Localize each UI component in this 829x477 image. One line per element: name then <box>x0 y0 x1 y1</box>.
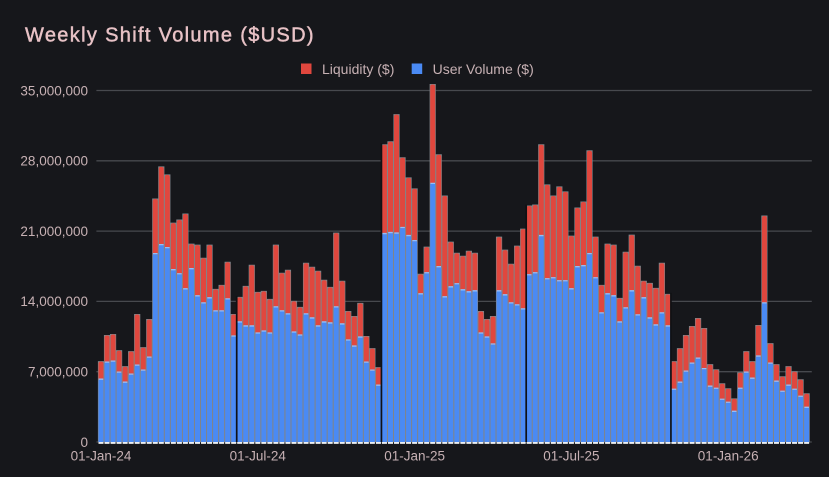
svg-text:28,000,000: 28,000,000 <box>20 154 88 169</box>
svg-text:01-Jul-25: 01-Jul-25 <box>543 449 599 464</box>
svg-text:35,000,000: 35,000,000 <box>20 83 88 98</box>
svg-text:0: 0 <box>80 435 88 450</box>
svg-text:7,000,000: 7,000,000 <box>28 365 88 380</box>
svg-text:User Volume ($): User Volume ($) <box>433 61 534 77</box>
svg-text:01-Jan-25: 01-Jan-25 <box>384 449 445 464</box>
svg-text:14,000,000: 14,000,000 <box>20 294 88 309</box>
svg-text:01-Jan-24: 01-Jan-24 <box>71 449 132 464</box>
svg-text:01-Jan-26: 01-Jan-26 <box>698 449 759 464</box>
svg-text:Liquidity ($): Liquidity ($) <box>322 61 394 77</box>
svg-text:Weekly Shift Volume ($USD): Weekly Shift Volume ($USD) <box>25 24 315 46</box>
svg-text:01-Jul-24: 01-Jul-24 <box>230 449 287 464</box>
svg-text:21,000,000: 21,000,000 <box>20 224 88 239</box>
